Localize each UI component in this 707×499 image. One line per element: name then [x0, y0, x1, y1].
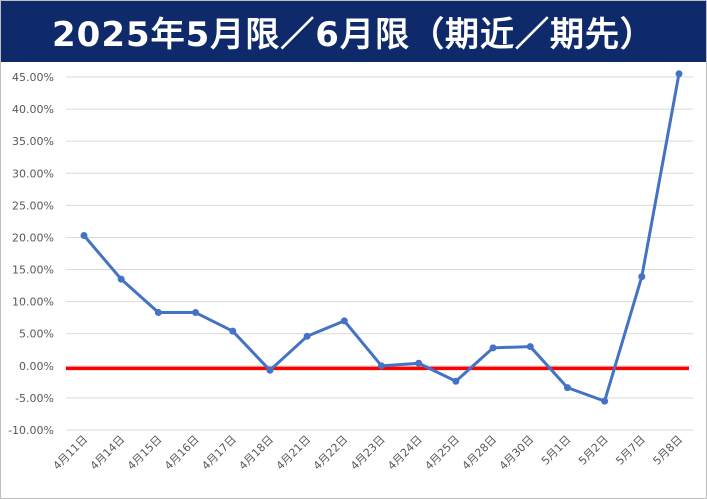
x-tick-label: 4月14日: [88, 433, 128, 473]
x-tick-label: 5月1日: [539, 433, 574, 468]
y-tick-label: -10.00%: [8, 424, 54, 437]
data-point: [192, 309, 200, 317]
y-axis-tick-labels: 45.00% 40.00% 35.00% 30.00% 25.00% 20.00% 15.0…: [8, 71, 54, 437]
x-tick-label: 4月25日: [422, 433, 462, 473]
x-tick-label: 4月17日: [199, 433, 239, 473]
gridlines: [66, 76, 693, 431]
data-point: [452, 377, 460, 385]
x-tick-label: 4月30日: [497, 433, 537, 473]
data-point: [563, 384, 571, 392]
x-axis-tick-labels: 4月11日4月14日4月15日4月16日4月17日4月18日4月21日4月22日…: [51, 433, 686, 473]
x-tick-label: 4月22日: [311, 433, 351, 473]
x-tick-label: 5月8日: [650, 433, 685, 468]
x-tick-label: 4月15日: [125, 433, 165, 473]
y-tick-label: -5.00%: [15, 392, 54, 405]
x-tick-label: 5月2日: [576, 433, 611, 468]
data-point: [303, 332, 311, 340]
data-point: [266, 366, 274, 374]
x-tick-label: 4月16日: [162, 433, 202, 473]
y-tick-label: 10.00%: [12, 296, 54, 309]
data-point: [117, 275, 125, 283]
x-tick-label: 4月18日: [236, 433, 276, 473]
y-tick-label: 5.00%: [19, 328, 54, 341]
series-line: [80, 70, 683, 405]
data-point: [154, 309, 162, 317]
data-point: [378, 362, 385, 370]
y-tick-label: 0.00%: [19, 360, 54, 373]
y-tick-label: 20.00%: [12, 231, 54, 244]
data-point: [340, 317, 348, 325]
data-point: [675, 70, 683, 78]
x-tick-label: 4月24日: [385, 433, 425, 473]
y-tick-label: 25.00%: [12, 199, 54, 212]
x-tick-label: 4月21日: [274, 433, 314, 473]
x-tick-label: 5月7日: [613, 433, 648, 468]
y-tick-label: 30.00%: [12, 167, 54, 180]
data-point: [526, 343, 534, 351]
data-point: [415, 359, 423, 367]
x-tick-label: 4月11日: [51, 433, 91, 473]
y-tick-label: 15.00%: [12, 264, 54, 277]
y-tick-label: 35.00%: [12, 135, 54, 148]
data-point: [638, 273, 646, 281]
data-point: [229, 327, 237, 335]
data-point: [489, 344, 497, 352]
chart-title: 2025年5月限／6月限（期近／期先）: [1, 1, 706, 62]
x-tick-label: 4月23日: [348, 433, 388, 473]
x-tick-label: 4月28日: [460, 433, 500, 473]
y-tick-label: 45.00%: [12, 71, 54, 84]
data-point: [80, 232, 88, 240]
y-tick-label: 40.00%: [12, 103, 54, 116]
data-point: [601, 397, 609, 405]
